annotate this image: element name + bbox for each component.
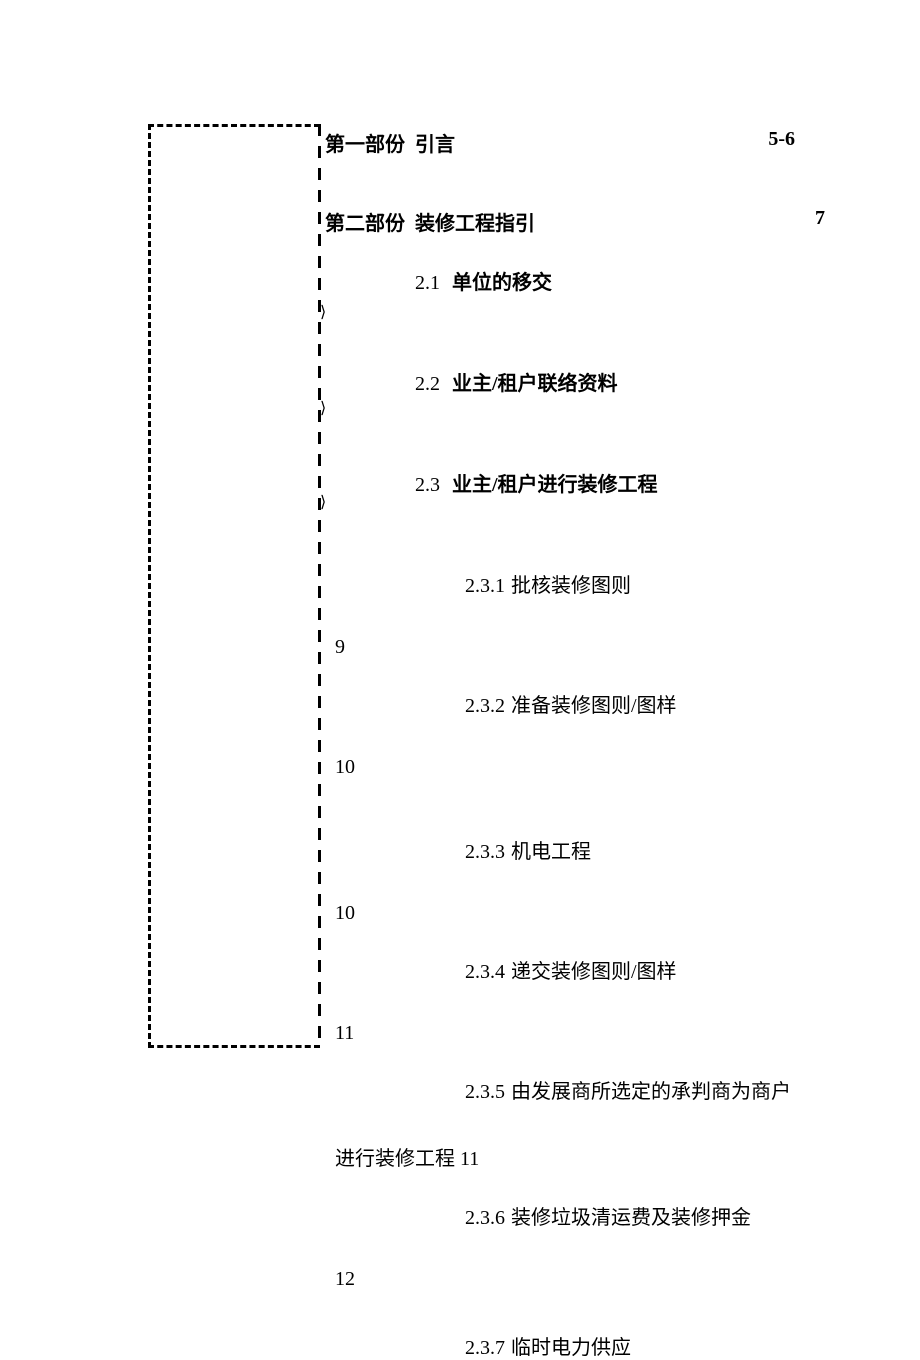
- item-237-title: 临时电力供应: [511, 1331, 631, 1360]
- item-235-wrap: 进行装修工程 11: [335, 1142, 795, 1171]
- item-237-num: 2.3.7: [465, 1337, 505, 1360]
- toc-content: 第一部份 引言 5-6 第二部份 装修工程指引 7 2.1 单位的移交 2.2 …: [325, 128, 795, 1360]
- toc-item-237: 2.3.7 临时电力供应: [325, 1331, 795, 1360]
- item-231-page: 9: [335, 636, 795, 659]
- part1-label: 第一部份: [325, 128, 405, 157]
- toc-item-232: 2.3.2 准备装修图则/图样: [325, 689, 795, 718]
- item-22-num: 2.2: [415, 373, 440, 396]
- toc-item-21: 2.1 单位的移交: [325, 266, 795, 295]
- item-236-page: 12: [335, 1268, 795, 1291]
- dashed-right-border: [318, 124, 321, 1048]
- item-231-num: 2.3.1: [465, 575, 505, 598]
- toc-item-234: 2.3.4 递交装修图则/图样: [325, 955, 795, 984]
- item-235-title: 由发展商所选定的承判商为商户: [511, 1075, 791, 1104]
- item-233-title: 机电工程: [511, 835, 591, 864]
- item-234-num: 2.3.4: [465, 961, 505, 984]
- item-21-title: 单位的移交: [452, 266, 552, 295]
- toc-item-231: 2.3.1 批核装修图则: [325, 569, 795, 598]
- dashed-annotation-box: [148, 124, 320, 1048]
- item-235-num: 2.3.5: [465, 1081, 505, 1104]
- toc-item-235: 2.3.5 由发展商所选定的承判商为商户: [325, 1075, 795, 1104]
- item-234-title: 递交装修图则/图样: [511, 955, 677, 984]
- item-236-num: 2.3.6: [465, 1207, 505, 1230]
- item-21-num: 2.1: [415, 272, 440, 295]
- item-23-title: 业主/租户进行装修工程: [452, 468, 658, 497]
- part1-title: 引言: [415, 128, 455, 157]
- part2-page: 7: [815, 207, 825, 230]
- item-23-num: 2.3: [415, 474, 440, 497]
- item-232-title: 准备装修图则/图样: [511, 689, 677, 718]
- toc-item-236: 2.3.6 装修垃圾清运费及装修押金: [325, 1201, 795, 1230]
- part2-title: 装修工程指引: [415, 207, 535, 236]
- toc-item-23: 2.3 业主/租户进行装修工程: [325, 468, 795, 497]
- toc-item-233: 2.3.3 机电工程: [325, 835, 795, 864]
- item-233-page: 10: [335, 902, 795, 925]
- item-236-title: 装修垃圾清运费及装修押金: [511, 1201, 751, 1230]
- item-232-num: 2.3.2: [465, 695, 505, 718]
- item-22-title: 业主/租户联络资料: [452, 367, 618, 396]
- item-232-page: 10: [335, 756, 795, 779]
- item-234-page: 11: [335, 1022, 795, 1045]
- part1-page: 5-6: [768, 128, 795, 151]
- toc-part1-row: 第一部份 引言 5-6: [325, 128, 795, 157]
- toc-part2-row: 第二部份 装修工程指引 7: [325, 207, 795, 236]
- item-233-num: 2.3.3: [465, 841, 505, 864]
- part2-label: 第二部份: [325, 207, 405, 236]
- item-231-title: 批核装修图则: [511, 569, 631, 598]
- toc-item-22: 2.2 业主/租户联络资料: [325, 367, 795, 396]
